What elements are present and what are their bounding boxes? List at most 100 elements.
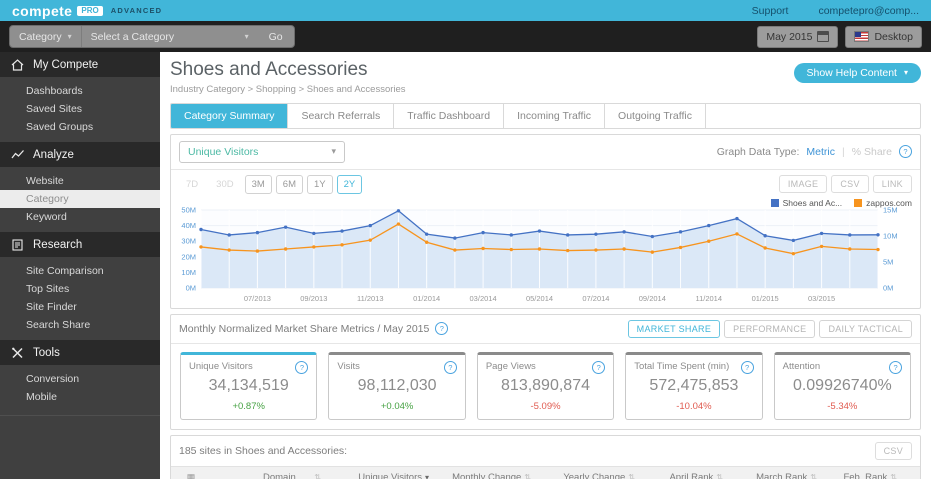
performance-button[interactable]: PERFORMANCE <box>724 319 816 338</box>
tab-traffic-dashboard[interactable]: Traffic Dashboard <box>394 103 505 128</box>
go-button[interactable]: Go <box>268 30 283 43</box>
graph-type-share[interactable]: % Share <box>851 145 892 158</box>
toolbar: Category ▾ Select a Category ▾ Go May 20… <box>0 21 931 52</box>
sort-icon[interactable]: ⇅ <box>314 472 321 479</box>
svg-text:11/2013: 11/2013 <box>357 294 384 303</box>
sort-icon[interactable]: ⇅ <box>810 472 817 479</box>
metric-dropdown[interactable]: Unique Visitors ▾ <box>179 140 345 163</box>
info-icon[interactable]: ? <box>740 360 754 374</box>
advanced-label: ADVANCED <box>110 6 163 15</box>
compete-logo[interactable]: compete PRO ADVANCED <box>12 4 162 18</box>
sidebar-section-analyze[interactable]: Analyze <box>0 142 160 167</box>
sidebar-section-tools[interactable]: Tools <box>0 340 160 365</box>
main-content: Shoes and Accessories Industry Category … <box>160 52 931 479</box>
column-label: Yearly Change <box>563 471 626 479</box>
column-monthly-change[interactable]: Monthly Change ⇅ <box>439 472 541 479</box>
legend-item: zappos.com <box>854 198 912 208</box>
divider <box>171 342 920 344</box>
metric-card-unique-visitors[interactable]: Unique Visitors? 34,134,519 +0.87% <box>180 351 318 420</box>
info-icon[interactable]: ? <box>443 360 457 374</box>
info-icon[interactable]: ? <box>295 360 309 374</box>
range-30d[interactable]: 30D <box>216 178 234 190</box>
range-6m[interactable]: 6M <box>275 174 303 194</box>
show-help-button[interactable]: Show Help Content ▾ <box>793 63 921 83</box>
sidebar-item-website[interactable]: Website <box>26 175 64 187</box>
tab-incoming-traffic[interactable]: Incoming Traffic <box>504 103 606 128</box>
page-title: Shoes and Accessories <box>170 59 368 80</box>
metric-card-visits[interactable]: Visits? 98,112,030 +0.04% <box>328 351 466 420</box>
search-type-select[interactable]: Category ▾ <box>10 26 82 47</box>
info-icon[interactable]: ? <box>899 145 912 159</box>
svg-text:01/2014: 01/2014 <box>413 294 440 303</box>
column-yearly-change[interactable]: Yearly Change ⇅ <box>541 472 645 479</box>
account-link[interactable]: competepro@comp... <box>818 4 919 17</box>
divider <box>171 168 920 170</box>
graph-data-type-label: Graph Data Type: <box>716 145 800 158</box>
sidebar-item-search-share[interactable]: Search Share <box>26 319 91 331</box>
sidebar-section-my-compete[interactable]: My Compete <box>0 52 160 77</box>
sidebar-item-mobile[interactable]: Mobile <box>26 391 57 403</box>
sort-icon[interactable]: ⇅ <box>628 472 635 479</box>
range-2y[interactable]: 2Y <box>336 174 363 194</box>
tab-outgoing-traffic[interactable]: Outgoing Traffic <box>605 103 706 128</box>
sidebar-item-dashboards[interactable]: Dashboards <box>26 85 83 97</box>
select-all-icon[interactable]: ▦ <box>186 471 196 479</box>
column-march-rank[interactable]: March Rank ⇅ <box>733 472 827 479</box>
card-label: Attention <box>782 360 821 372</box>
device-label: Desktop <box>874 30 913 43</box>
market-share-button[interactable]: MARKET SHARE <box>627 319 721 338</box>
metric-card-page-views[interactable]: Page Views? 813,890,874 -5.09% <box>476 351 615 420</box>
metric-card-total-time-spent[interactable]: Total Time Spent (min)? 572,475,853 -10.… <box>625 351 763 420</box>
sort-icon[interactable]: ⇅ <box>716 472 723 479</box>
sidebar-divider <box>0 415 160 416</box>
column-label: April Rank <box>669 471 714 479</box>
range-1y[interactable]: 1Y <box>307 174 333 194</box>
table-csv-button[interactable]: CSV <box>874 441 912 460</box>
sort-icon[interactable]: ⇅ <box>890 472 897 479</box>
column-april-rank[interactable]: April Rank ⇅ <box>645 472 733 479</box>
date-picker-button[interactable]: May 2015 <box>757 25 839 48</box>
info-icon[interactable]: ? <box>435 322 449 336</box>
export-csv-button[interactable]: CSV <box>831 174 869 193</box>
graph-type-metric[interactable]: Metric <box>806 145 835 158</box>
info-icon[interactable]: ? <box>889 360 903 374</box>
category-search-bar: Category ▾ Select a Category ▾ Go <box>9 25 295 48</box>
support-link[interactable]: Support <box>751 4 789 17</box>
range-3m[interactable]: 3M <box>244 174 272 194</box>
svg-text:40M: 40M <box>181 221 196 230</box>
tab-category-summary[interactable]: Category Summary <box>171 103 289 128</box>
column-feb-rank[interactable]: Feb. Rank ⇅ <box>827 472 907 479</box>
sidebar-item-site-comparison[interactable]: Site Comparison <box>26 265 104 277</box>
breadcrumb[interactable]: Industry Category > Shopping > Shoes and… <box>170 83 406 95</box>
sidebar-section-research[interactable]: Research <box>0 232 160 257</box>
sites-table-panel: 185 sites in Shoes and Accessories: CSV … <box>170 434 921 479</box>
sidebar-item-saved-sites[interactable]: Saved Sites <box>26 103 83 115</box>
separator: | <box>841 145 845 158</box>
sidebar-item-category[interactable]: Category <box>0 190 160 208</box>
calendar-icon <box>817 31 830 42</box>
range-7d[interactable]: 7D <box>186 178 199 190</box>
traffic-chart[interactable]: 0M 10M 20M 30M 40M 50M 0M 5M 10M 15M 07/2013 09/201… <box>171 204 914 308</box>
sidebar-item-top-sites[interactable]: Top Sites <box>26 283 70 295</box>
card-change: -5.34% <box>827 400 858 412</box>
sort-icon[interactable]: ⇅ <box>524 472 531 479</box>
sidebar-item-keyword[interactable]: Keyword <box>26 211 67 223</box>
sidebar-item-conversion[interactable]: Conversion <box>26 373 80 385</box>
metric-card-attention[interactable]: Attention? 0.09926740% -5.34% <box>773 351 912 420</box>
export-image-button[interactable]: IMAGE <box>778 174 828 193</box>
card-label: Unique Visitors <box>189 360 253 372</box>
info-icon[interactable]: ? <box>592 360 606 374</box>
export-link-button[interactable]: LINK <box>872 174 912 193</box>
sidebar-item-site-finder[interactable]: Site Finder <box>26 301 77 313</box>
chevron-down-icon: ▾ <box>67 31 72 41</box>
column-unique-visitors[interactable]: Unique Visitors ▾ <box>327 472 439 479</box>
category-select[interactable]: Select a Category ▾ <box>82 26 258 47</box>
device-selector-button[interactable]: Desktop <box>845 25 922 48</box>
daily-tactical-button[interactable]: DAILY TACTICAL <box>819 319 912 338</box>
sidebar-section-label: Analyze <box>33 148 74 161</box>
sidebar-item-saved-groups[interactable]: Saved Groups <box>26 121 94 133</box>
card-value: 34,134,519 <box>208 376 289 394</box>
sort-desc-icon[interactable]: ▾ <box>424 472 429 479</box>
tab-search-referrals[interactable]: Search Referrals <box>288 103 395 128</box>
column-domain[interactable]: Domain ⇅ <box>263 472 327 479</box>
